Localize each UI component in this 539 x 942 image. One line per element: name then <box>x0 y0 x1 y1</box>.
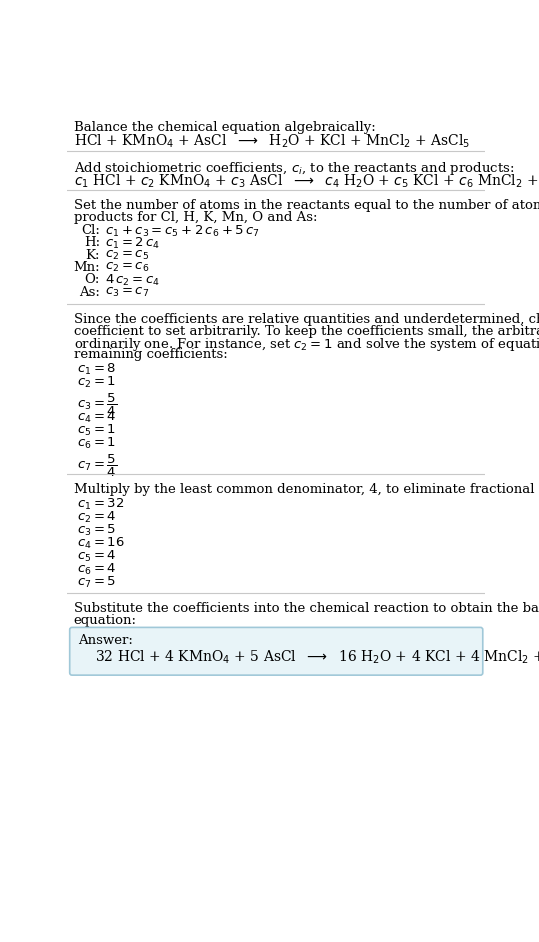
Text: $c_3 = 5$: $c_3 = 5$ <box>77 523 116 538</box>
Text: $c_4 = 16$: $c_4 = 16$ <box>77 536 125 551</box>
Text: $c_6 = 4$: $c_6 = 4$ <box>77 562 116 577</box>
Text: H:: H: <box>84 236 100 250</box>
Text: $c_7 = 5$: $c_7 = 5$ <box>77 575 116 590</box>
Text: $4\,c_2 = c_4$: $4\,c_2 = c_4$ <box>105 273 160 288</box>
Text: $c_1$ HCl + $c_2$ KMnO$_4$ + $c_3$ AsCl  $\longrightarrow$  $c_4$ H$_2$O + $c_5$: $c_1$ HCl + $c_2$ KMnO$_4$ + $c_3$ AsCl … <box>74 172 539 189</box>
Text: 32 HCl + 4 KMnO$_4$ + 5 AsCl  $\longrightarrow$  16 H$_2$O + 4 KCl + 4 MnCl$_2$ : 32 HCl + 4 KMnO$_4$ + 5 AsCl $\longright… <box>95 649 539 666</box>
Text: Substitute the coefficients into the chemical reaction to obtain the balanced: Substitute the coefficients into the che… <box>74 602 539 615</box>
Text: $c_1 + c_3 = c_5 + 2\,c_6 + 5\,c_7$: $c_1 + c_3 = c_5 + 2\,c_6 + 5\,c_7$ <box>105 224 259 239</box>
Text: ordinarily one. For instance, set $c_2 = 1$ and solve the system of equations fo: ordinarily one. For instance, set $c_2 =… <box>74 336 539 353</box>
Text: $c_2 = c_5$: $c_2 = c_5$ <box>105 249 149 262</box>
Text: Cl:: Cl: <box>81 224 100 237</box>
Text: Multiply by the least common denominator, 4, to eliminate fractional coefficient: Multiply by the least common denominator… <box>74 483 539 496</box>
Text: HCl + KMnO$_4$ + AsCl  $\longrightarrow$  H$_2$O + KCl + MnCl$_2$ + AsCl$_5$: HCl + KMnO$_4$ + AsCl $\longrightarrow$ … <box>74 133 470 151</box>
Text: $c_2 = 1$: $c_2 = 1$ <box>77 375 116 390</box>
FancyBboxPatch shape <box>70 627 483 675</box>
Text: $c_1 = 8$: $c_1 = 8$ <box>77 362 116 377</box>
Text: K:: K: <box>85 249 100 262</box>
Text: Add stoichiometric coefficients, $c_i$, to the reactants and products:: Add stoichiometric coefficients, $c_i$, … <box>74 160 514 177</box>
Text: $c_6 = 1$: $c_6 = 1$ <box>77 435 116 451</box>
Text: $c_2 = c_6$: $c_2 = c_6$ <box>105 261 149 274</box>
Text: Answer:: Answer: <box>78 634 133 647</box>
Text: $c_4 = 4$: $c_4 = 4$ <box>77 410 116 425</box>
Text: $c_3 = \dfrac{5}{4}$: $c_3 = \dfrac{5}{4}$ <box>77 392 117 418</box>
Text: Since the coefficients are relative quantities and underdetermined, choose a: Since the coefficients are relative quan… <box>74 314 539 326</box>
Text: Mn:: Mn: <box>73 261 100 274</box>
Text: $c_5 = 1$: $c_5 = 1$ <box>77 423 116 438</box>
Text: O:: O: <box>85 273 100 286</box>
Text: $c_1 = 2\,c_4$: $c_1 = 2\,c_4$ <box>105 236 160 252</box>
Text: remaining coefficients:: remaining coefficients: <box>74 348 227 361</box>
Text: products for Cl, H, K, Mn, O and As:: products for Cl, H, K, Mn, O and As: <box>74 211 317 224</box>
Text: $c_1 = 32$: $c_1 = 32$ <box>77 496 124 512</box>
Text: $c_7 = \dfrac{5}{4}$: $c_7 = \dfrac{5}{4}$ <box>77 452 117 479</box>
Text: $c_3 = c_7$: $c_3 = c_7$ <box>105 285 149 299</box>
Text: $c_2 = 4$: $c_2 = 4$ <box>77 510 116 525</box>
Text: Set the number of atoms in the reactants equal to the number of atoms in the: Set the number of atoms in the reactants… <box>74 200 539 212</box>
Text: equation:: equation: <box>74 613 136 626</box>
Text: coefficient to set arbitrarily. To keep the coefficients small, the arbitrary va: coefficient to set arbitrarily. To keep … <box>74 325 539 338</box>
Text: Balance the chemical equation algebraically:: Balance the chemical equation algebraica… <box>74 121 375 134</box>
Text: As:: As: <box>79 285 100 299</box>
Text: $c_5 = 4$: $c_5 = 4$ <box>77 549 116 564</box>
